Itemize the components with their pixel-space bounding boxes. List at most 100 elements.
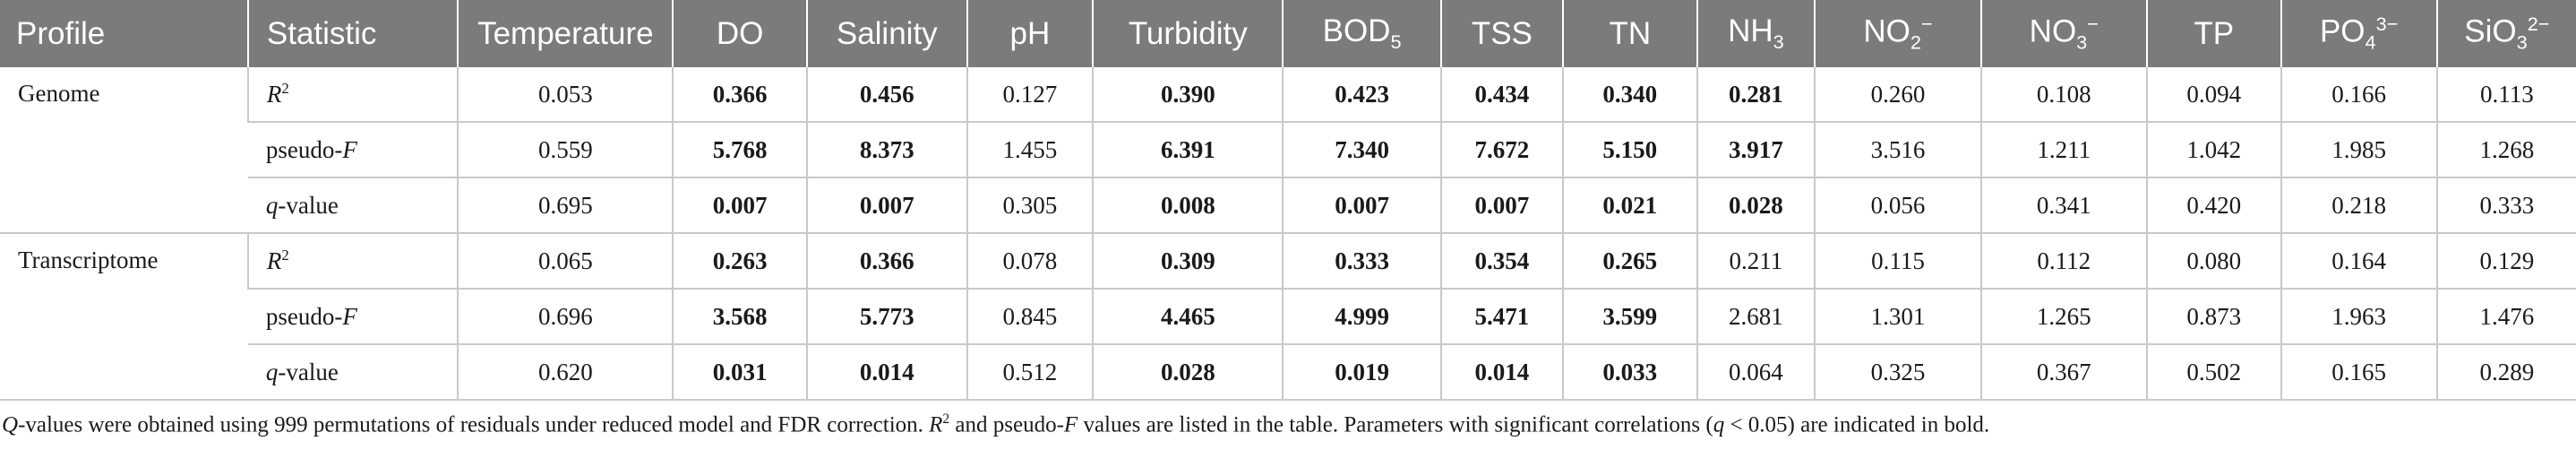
value-cell: 0.559 xyxy=(457,122,674,178)
value-cell: 1.963 xyxy=(2280,289,2437,345)
value-cell: 5.768 xyxy=(672,122,807,178)
table-body: Genome R2 0.053 0.366 0.456 0.127 0.390 0.423 0.… xyxy=(0,67,2576,401)
value-cell: 1.265 xyxy=(1979,289,2147,345)
footnote-q2: q xyxy=(1713,412,1725,437)
statistic-cell: q-value xyxy=(247,177,459,234)
value-cell: 4.999 xyxy=(1282,289,1441,345)
statistic-italic: F xyxy=(342,135,357,163)
value-cell: 0.333 xyxy=(1282,233,1441,290)
value-cell: 1.042 xyxy=(2145,122,2281,178)
value-cell: 0.014 xyxy=(1439,344,1563,401)
value-cell: 0.218 xyxy=(2280,177,2437,234)
value-cell: 0.456 xyxy=(805,67,967,123)
header-tss: TSS xyxy=(1439,0,1563,67)
value-cell: 0.512 xyxy=(966,344,1094,401)
value-cell: 1.268 xyxy=(2435,122,2576,178)
value-cell: 0.390 xyxy=(1092,67,1284,123)
value-cell: 1.476 xyxy=(2435,289,2576,345)
value-cell: 0.033 xyxy=(1561,344,1697,401)
header-nh-sub: 3 xyxy=(1773,30,1784,53)
header-salinity: Salinity xyxy=(805,0,967,67)
value-cell: 0.333 xyxy=(2435,177,2576,234)
value-cell: 1.301 xyxy=(1814,289,1981,345)
value-cell: 0.341 xyxy=(1979,177,2147,234)
header-tn: TN xyxy=(1561,0,1697,67)
footnote-part2: and pseudo- xyxy=(949,412,1064,437)
header-profile: Profile xyxy=(0,0,248,67)
value-cell: 0.263 xyxy=(672,233,807,290)
footnote-f: F xyxy=(1063,412,1078,437)
table-row: Transcriptome R2 0.065 0.263 0.366 0.078 0.309… xyxy=(0,233,2576,401)
header-sio3-base: SiO xyxy=(2464,13,2517,49)
value-cell: 0.019 xyxy=(1282,344,1441,401)
value-cell: 0.265 xyxy=(1561,233,1697,290)
value-cell: 0.260 xyxy=(1814,67,1981,123)
statistic-italic: q xyxy=(265,358,279,385)
statistic-sup: 2 xyxy=(281,80,289,97)
statistic-cell: R2 xyxy=(246,67,459,123)
value-cell: 0.281 xyxy=(1696,67,1816,123)
header-po4-sub: 4 xyxy=(2365,30,2376,54)
value-cell: 0.305 xyxy=(966,177,1094,234)
header-no3-base: NO xyxy=(2029,13,2077,49)
value-cell: 0.007 xyxy=(1439,177,1563,234)
value-cell: 1.455 xyxy=(966,122,1094,178)
value-cell: 0.053 xyxy=(457,67,674,123)
statistic-suffix: -value xyxy=(278,358,339,385)
value-cell: 0.113 xyxy=(2435,67,2576,123)
header-no3-sup: − xyxy=(2087,13,2099,36)
value-cell: 0.028 xyxy=(1092,344,1284,401)
value-cell: 0.007 xyxy=(805,177,967,234)
value-cell: 7.340 xyxy=(1282,122,1441,178)
statistic-sup: 2 xyxy=(281,247,289,264)
value-cell: 0.164 xyxy=(2280,233,2437,290)
header-nh-base: NH xyxy=(1728,13,1773,48)
table-row: pseudo-F 0.696 3.568 5.773 0.845 4.465 4.999 5.… xyxy=(0,289,2576,345)
value-cell: 0.502 xyxy=(2145,344,2281,401)
value-cell: 0.696 xyxy=(457,289,674,345)
footnote-r-sup: 2 xyxy=(942,411,950,427)
statistic-base: pseudo- xyxy=(265,135,343,163)
value-cell: 0.007 xyxy=(672,177,807,234)
value-cell: 0.367 xyxy=(1979,344,2147,401)
header-temperature: Temperature xyxy=(457,0,674,67)
value-cell: 0.115 xyxy=(1814,233,1981,290)
header-no3-sub: 3 xyxy=(2076,30,2088,54)
value-cell: 0.340 xyxy=(1561,67,1697,123)
value-cell: 0.094 xyxy=(2145,67,2281,123)
value-cell: 0.354 xyxy=(1439,233,1563,290)
statistic-italic: q xyxy=(265,191,279,219)
footnote-part4: < 0.05) are indicated in bold. xyxy=(1724,412,1990,437)
table-row: q-value 0.620 0.031 0.014 0.512 0.028 0.019 0.0… xyxy=(0,344,2576,401)
value-cell: 5.773 xyxy=(805,289,967,345)
header-bod-base: BOD xyxy=(1322,13,1391,48)
header-row: Profile Statistic Temperature DO Salinit… xyxy=(0,0,2576,67)
profile-cell: Transcriptome xyxy=(0,233,248,401)
value-cell: 0.008 xyxy=(1092,177,1284,234)
profile-cell: Genome xyxy=(0,67,248,234)
value-cell: 0.007 xyxy=(1282,177,1441,234)
header-po4-base: PO xyxy=(2319,13,2366,49)
statistic-suffix: -value xyxy=(278,191,339,219)
value-cell: 8.373 xyxy=(805,122,967,178)
header-no2-base: NO xyxy=(1863,13,1911,49)
value-cell: 3.516 xyxy=(1814,122,1981,178)
value-cell: 0.108 xyxy=(1979,67,2147,123)
statistic-base: R xyxy=(266,81,282,108)
value-cell: 0.112 xyxy=(1979,233,2147,290)
value-cell: 3.568 xyxy=(672,289,807,345)
value-cell: 1.985 xyxy=(2280,122,2437,178)
header-no2-sup: − xyxy=(1920,13,1933,36)
header-ph: pH xyxy=(966,0,1094,67)
header-sio3: SiO32− xyxy=(2435,0,2576,67)
table-row: pseudo-F 0.559 5.768 8.373 1.455 6.391 7.340 7.… xyxy=(0,122,2576,178)
header-bod5: BOD5 xyxy=(1282,0,1441,67)
header-statistic: Statistic xyxy=(246,0,459,67)
statistic-cell: R2 xyxy=(246,233,459,290)
value-cell: 0.165 xyxy=(2280,344,2437,401)
table-row: Genome R2 0.053 0.366 0.456 0.127 0.390 0.423 0.… xyxy=(0,67,2576,234)
footnote-part3: values are listed in the table. Paramete… xyxy=(1078,412,1713,437)
value-cell: 0.080 xyxy=(2145,233,2281,290)
header-po4: PO43− xyxy=(2280,0,2437,67)
value-cell: 0.695 xyxy=(457,177,674,234)
